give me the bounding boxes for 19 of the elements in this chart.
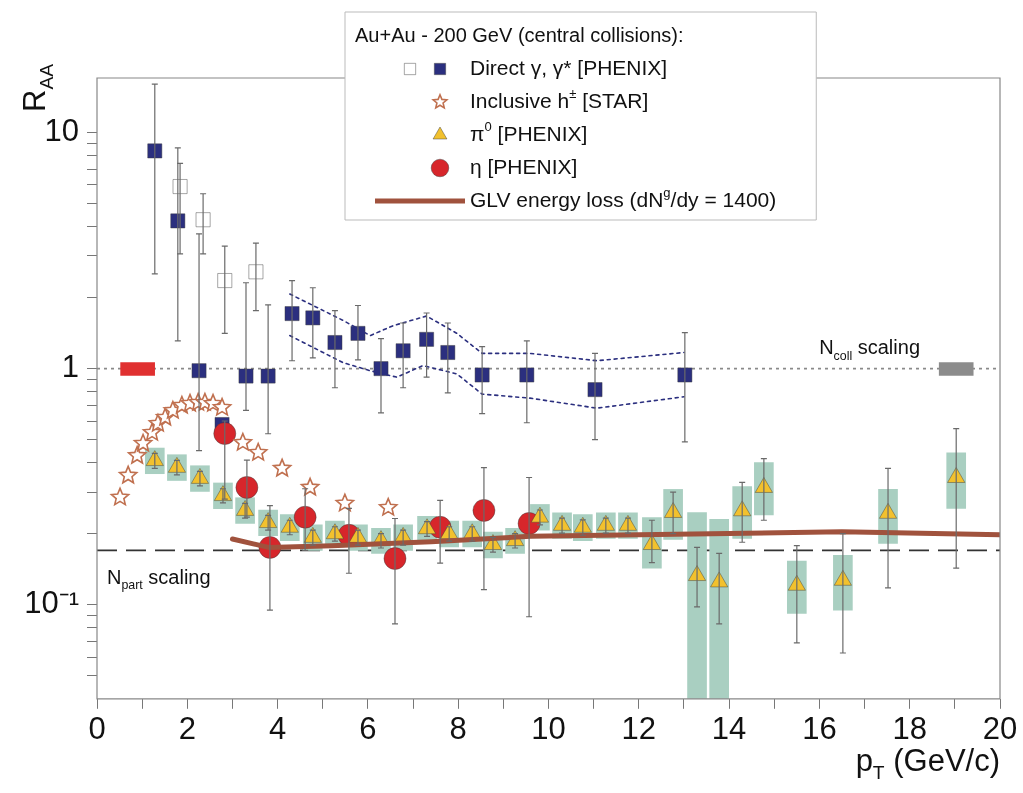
x-tick-label: 4: [268, 710, 287, 746]
x-tick-label: 12: [621, 710, 657, 746]
x-tick-label: 14: [711, 710, 747, 746]
x-tick-label: 18: [892, 710, 927, 746]
x-tick-label: 16: [802, 710, 837, 746]
y-tick-label: 10⁻¹: [24, 585, 79, 621]
legend-label: Direct γ, γ* [PHENIX]: [470, 55, 668, 79]
legend-label: η [PHENIX]: [470, 154, 578, 178]
y-tick-label: 10: [44, 112, 79, 148]
legend-label: Inclusive h± [STAR]: [470, 85, 649, 112]
x-tick-label: 6: [359, 710, 377, 746]
y-tick-label: 1: [61, 349, 79, 385]
x-tick-label: 8: [449, 710, 467, 746]
legend-title: Au+Au - 200 GeV (central collisions):: [355, 23, 684, 46]
x-tick-label: 10: [531, 710, 566, 746]
x-tick-label: 0: [88, 710, 106, 746]
x-tick-label: 20: [982, 710, 1018, 746]
x-tick-label: 2: [178, 710, 196, 746]
y-axis-title: RAA: [16, 63, 58, 112]
